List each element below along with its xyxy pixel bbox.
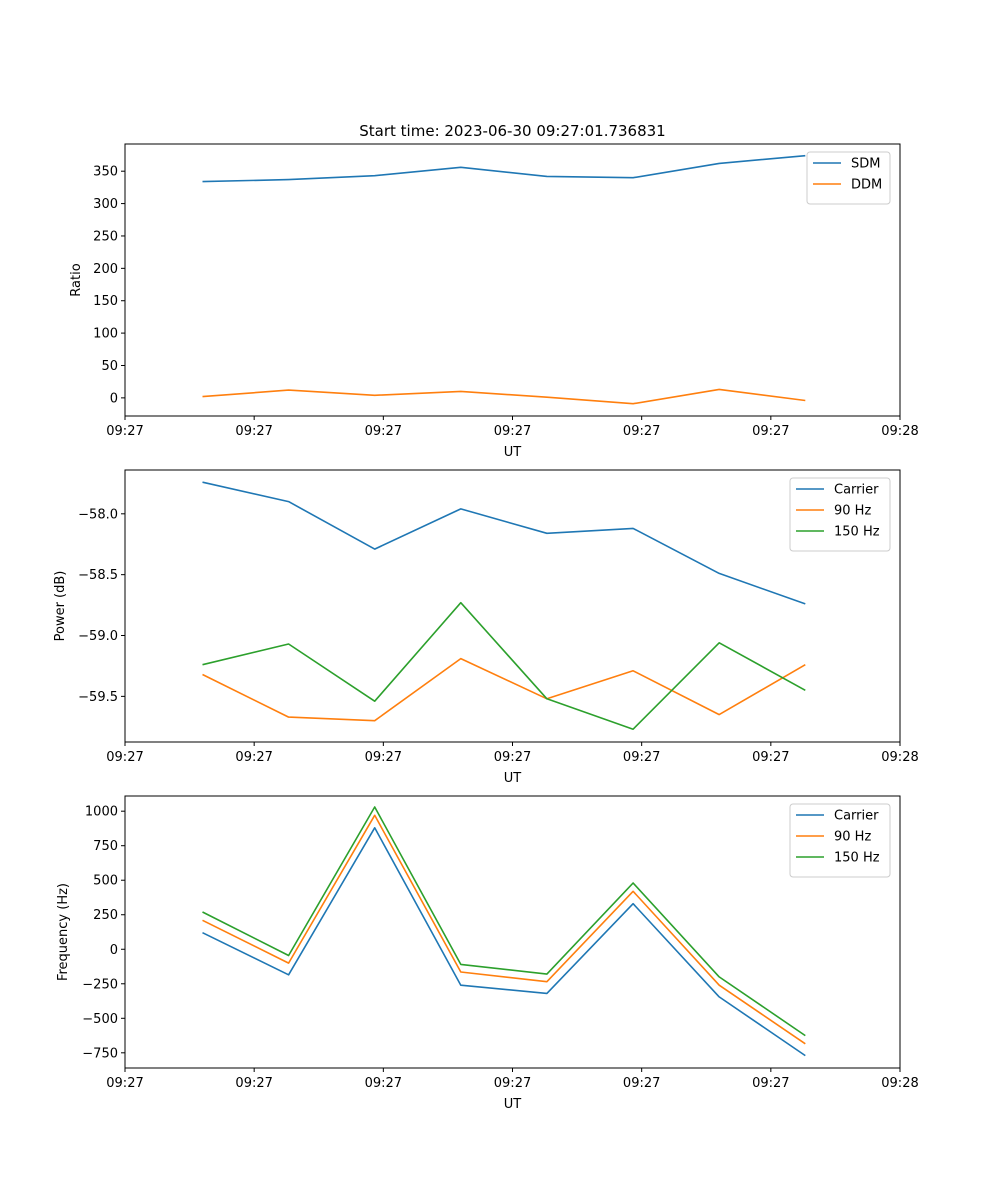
series-line-90-hz [202,814,806,1045]
x-tick-label: 09:27 [623,1076,660,1091]
legend-label: Carrier [834,809,879,824]
x-tick-label: 09:27 [752,424,789,439]
legend: SDM DDM [806,151,891,205]
series-line-150-hz [202,601,806,731]
x-tick-label: 09:28 [881,1076,918,1091]
x-tick-label: 09:27 [494,1076,531,1091]
x-axis-label: UT [504,771,522,786]
legend-label: 90 Hz [834,830,871,845]
y-tick-label: −750 [82,1046,118,1061]
y-tick-label: 50 [101,359,118,374]
chart-panel-2: 09:27 09:27 09:27 09:27 09:27 09:27 09:28 −58.0… [53,469,919,786]
y-tick-label: −59.5 [78,690,118,705]
x-tick-label: 09:27 [494,424,531,439]
y-tick-label: 500 [93,874,118,889]
y-tick-label: −250 [82,977,118,992]
x-tick-label: 09:27 [235,1076,272,1091]
legend-label: SDM [851,157,880,172]
legend-label: DDM [851,178,882,193]
y-tick-label: −500 [82,1012,118,1027]
series-line-carrier [202,481,806,605]
y-tick-label: 1000 [85,805,118,820]
legend-box [806,151,891,205]
x-tick-label: 09:27 [106,424,143,439]
x-tick-label: 09:27 [106,1076,143,1091]
x-tick-label: 09:28 [881,424,918,439]
y-tick-label: −58.0 [78,507,118,522]
y-tick-label: 750 [93,839,118,854]
y-tick-label: 300 [93,197,118,212]
legend-box [789,477,891,552]
y-tick-label: 0 [110,943,118,958]
legend-label: Carrier [834,483,879,498]
x-tick-label: 09:27 [623,750,660,765]
chart-panel-1: Start time: 2023-06-30 09:27:01.736831 09… [69,122,919,460]
chart-panel-3: 09:27 09:27 09:27 09:27 09:27 09:27 09:28 1000 7… [56,795,919,1112]
y-tick-label: 200 [93,262,118,277]
x-tick-label: 09:27 [365,1076,402,1091]
y-tick-label: −58.5 [78,568,118,583]
y-tick-label: 150 [93,294,118,309]
y-axis-label: Ratio [69,263,84,296]
y-tick-label: 350 [93,165,118,180]
legend-label: 150 Hz [834,525,880,540]
chart-title: Start time: 2023-06-30 09:27:01.736831 [359,122,665,140]
y-tick-label: 100 [93,327,118,342]
x-tick-label: 09:27 [494,750,531,765]
y-tick-label: 250 [93,229,118,244]
legend-box [789,803,891,878]
series-line-150-hz [202,806,806,1037]
legend-label: 150 Hz [834,851,880,866]
x-tick-label: 09:28 [881,750,918,765]
x-tick-label: 09:27 [235,750,272,765]
y-tick-label: 0 [110,391,118,406]
x-axis-label: UT [504,445,522,460]
axes-frame [124,469,901,743]
y-tick-label: −59.0 [78,629,118,644]
x-tick-label: 09:27 [365,424,402,439]
series-line-carrier [202,826,806,1057]
x-tick-label: 09:27 [752,1076,789,1091]
series-line-ddm [202,388,806,405]
y-axis-label: Frequency (Hz) [56,883,71,981]
legend-label: 90 Hz [834,504,871,519]
y-axis-label: Power (dB) [53,571,68,642]
x-tick-label: 09:27 [365,750,402,765]
x-tick-label: 09:27 [235,424,272,439]
x-tick-label: 09:27 [106,750,143,765]
x-tick-label: 09:27 [623,424,660,439]
legend: Carrier 90 Hz 150 Hz [789,803,891,878]
legend: Carrier 90 Hz 150 Hz [789,477,891,552]
axes-frame [124,143,901,417]
y-tick-label: 250 [93,908,118,923]
x-tick-label: 09:27 [752,750,789,765]
x-axis-label: UT [504,1097,522,1112]
series-line-sdm [202,154,806,183]
series-line-90-hz [202,657,806,722]
